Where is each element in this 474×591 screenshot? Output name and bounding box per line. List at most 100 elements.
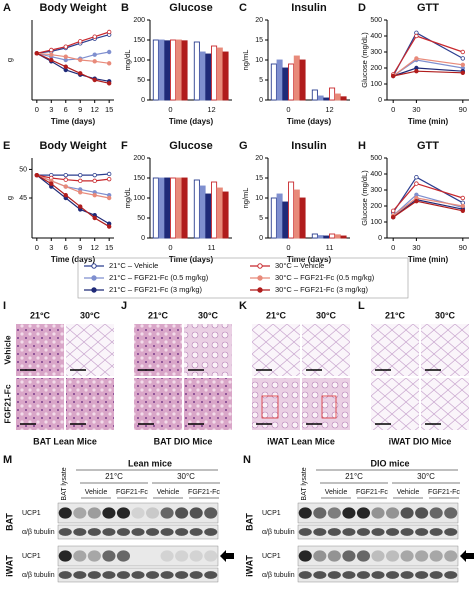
point <box>414 68 419 74</box>
y-tick-label: 5 <box>259 215 263 222</box>
lysate-label: BAT lysate <box>301 467 308 500</box>
y-axis-label: Glucose (mg/dL) <box>360 32 369 88</box>
point <box>49 47 54 53</box>
panel-letter: H <box>358 140 366 152</box>
blot-band <box>400 507 414 519</box>
blot-band <box>444 571 458 579</box>
bar <box>311 233 318 239</box>
y-tick-label: 0 <box>141 97 145 104</box>
bar <box>270 63 277 101</box>
bar <box>282 67 289 101</box>
y-tick-label: 50 <box>137 77 145 84</box>
blot-band <box>342 571 356 579</box>
x-tick-label: 15 <box>105 105 113 114</box>
temperature-label: 21°C <box>105 472 123 481</box>
chart-title: Glucose <box>169 2 212 14</box>
bar <box>270 197 277 239</box>
bar <box>282 201 289 239</box>
y-tick-label: 500 <box>370 17 382 24</box>
protein-label: UCP1 <box>22 553 41 560</box>
blot-band <box>444 550 458 562</box>
bar <box>181 177 188 239</box>
legend-label: 30°C – FGF21-Fc (3 mg/kg) <box>275 285 369 294</box>
blot-band <box>342 507 356 519</box>
bar <box>222 51 229 101</box>
point <box>78 57 83 63</box>
point <box>92 34 97 39</box>
blot-band <box>58 507 72 519</box>
y-tick-label: 10 <box>255 57 263 64</box>
legend-marker <box>91 287 97 293</box>
micrograph <box>16 378 64 430</box>
treatment-label: Vehicle <box>325 489 348 496</box>
blot-band <box>356 550 371 562</box>
point <box>78 71 83 76</box>
bar <box>329 233 336 239</box>
y-tick-label: 200 <box>370 203 382 210</box>
blot-band <box>160 550 174 562</box>
point <box>106 61 112 66</box>
blot-band <box>87 528 101 536</box>
temperature-label: 21°C <box>345 472 363 481</box>
bar <box>288 63 295 101</box>
point <box>34 172 40 178</box>
blot-band <box>146 571 160 579</box>
micrograph <box>302 324 350 376</box>
point <box>78 178 83 184</box>
x-axis-label: Time (min) <box>408 117 449 126</box>
point <box>106 49 112 55</box>
arrow <box>220 550 234 562</box>
y-tick-label: 100 <box>133 57 145 64</box>
x-tick-label: 0 <box>391 243 395 252</box>
chart-title: Insulin <box>291 2 327 14</box>
treatment-label: Vehicle <box>85 489 108 496</box>
y-axis-label: ng/mL <box>241 50 250 71</box>
x-tick-label: 0 <box>391 105 395 114</box>
point <box>92 215 97 221</box>
blot-band <box>356 571 371 579</box>
micrograph <box>184 324 232 376</box>
bar <box>317 95 324 101</box>
legend-marker <box>257 287 263 293</box>
blot-band <box>356 507 371 519</box>
blot-band <box>131 571 145 579</box>
blot-band <box>58 571 72 579</box>
y-tick-label: 45 <box>19 195 27 202</box>
chart-title: GTT <box>417 2 439 14</box>
blot-band <box>415 550 429 562</box>
panel-letter: E <box>3 140 10 152</box>
point <box>92 59 97 64</box>
blot-band <box>116 550 130 562</box>
panel-letter: C <box>239 2 247 14</box>
y-axis-label: mg/dL <box>123 188 132 209</box>
treatment-label: FGF21-Fc <box>116 489 148 496</box>
bar <box>199 51 206 101</box>
blot-band <box>73 507 87 519</box>
micrograph <box>66 324 114 376</box>
protein-label: UCP1 <box>262 553 281 560</box>
y-tick-label: 150 <box>133 175 145 182</box>
blot-band <box>400 571 414 579</box>
x-axis-label: Time (days) <box>51 117 96 126</box>
bar <box>175 39 182 101</box>
blot-band <box>298 571 312 579</box>
series-line <box>36 52 110 84</box>
y-tick-label: 0 <box>141 235 145 242</box>
blot-band <box>87 507 101 519</box>
point <box>414 198 419 204</box>
point <box>460 62 466 68</box>
micrograph <box>421 378 469 430</box>
y-tick-label: 50 <box>19 166 27 173</box>
blot-band <box>356 528 371 536</box>
blot-band <box>189 507 203 519</box>
blot-band <box>313 528 327 536</box>
legend-label: 21°C – FGF21-Fc (3 mg/kg) <box>109 285 203 294</box>
point <box>34 51 40 56</box>
point <box>106 29 112 35</box>
blot-band <box>327 550 341 562</box>
legend-label: 21°C – Vehicle <box>109 261 158 270</box>
y-axis-label: ng/mL <box>241 188 250 209</box>
protein-label: α/β tubulin <box>22 572 55 579</box>
micrograph <box>371 378 419 430</box>
y-axis-label: g <box>5 58 14 62</box>
